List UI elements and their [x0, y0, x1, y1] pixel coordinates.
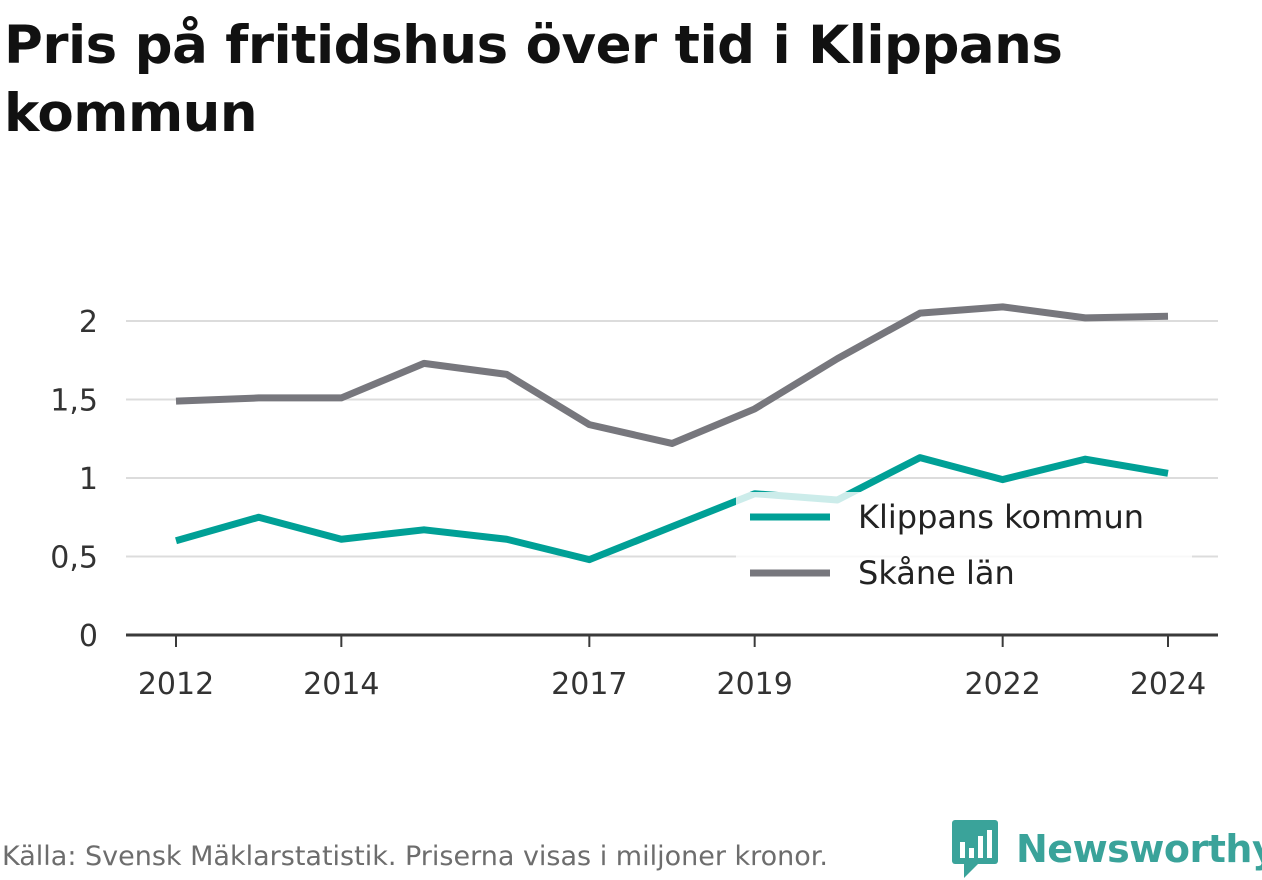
line-chart: 0 0,5 1 1,5 2 2012 2014 2017 2019 2022 2024 Klipp…	[50, 303, 1218, 702]
x-tick-label: 2012	[138, 667, 214, 702]
y-tick-label: 0,5	[50, 541, 98, 576]
y-tick-label: 1,5	[50, 384, 98, 419]
x-tick-label: 2019	[716, 667, 792, 702]
bar-chart-speech-icon	[952, 820, 998, 878]
x-axis-ticks: 2012 2014 2017 2019 2022 2024	[138, 635, 1206, 702]
x-tick-label: 2022	[964, 667, 1040, 702]
legend-background	[736, 492, 1192, 608]
legend: Klippans kommun Skåne län	[736, 492, 1192, 608]
source-note: Källa: Svensk Mäklarstatistik. Priserna …	[2, 841, 829, 872]
y-tick-label: 0	[79, 619, 98, 654]
y-tick-label: 1	[79, 462, 98, 497]
x-tick-label: 2024	[1130, 667, 1206, 702]
legend-label: Klippans kommun	[858, 498, 1144, 536]
series-lines	[175, 303, 1169, 564]
chart-title: Pris på fritidshus över tid i Klippans k…	[4, 15, 1063, 144]
series-line-skane-lan	[175, 303, 1169, 447]
y-tick-label: 2	[79, 305, 98, 340]
x-tick-label: 2014	[303, 667, 379, 702]
logo-text: Newsworthy	[1016, 827, 1262, 871]
series-line-klippans-kommun	[175, 454, 1169, 564]
y-axis-ticks: 0 0,5 1 1,5 2	[50, 305, 98, 654]
newsworthy-logo: Newsworthy	[950, 818, 1262, 880]
x-tick-label: 2017	[551, 667, 627, 702]
legend-label: Skåne län	[858, 554, 1015, 592]
